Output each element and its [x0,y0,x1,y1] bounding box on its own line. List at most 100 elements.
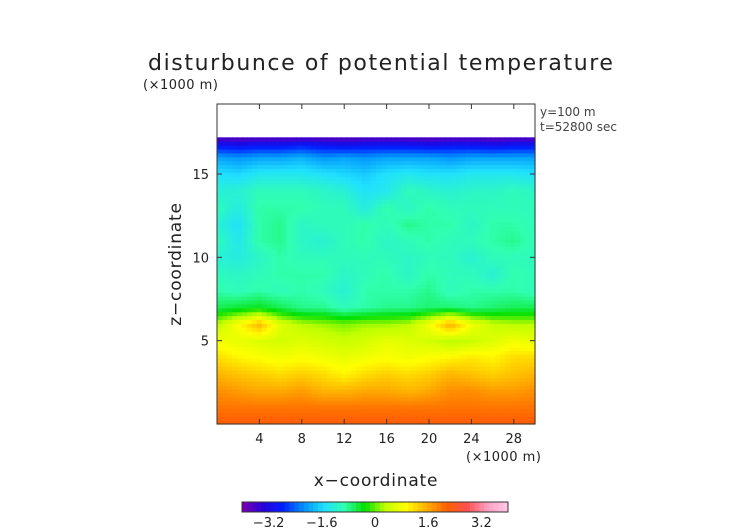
heatmap-cell [470,280,476,286]
heatmap-cell [306,210,313,216]
heatmap-cell [266,369,273,375]
heatmap-cell [435,292,442,297]
heatmap-cell [281,245,288,251]
heatmap-cell [361,160,367,166]
heatmap-cell [505,311,511,317]
heatmap-cell [351,358,357,363]
heatmap-cell [221,156,228,162]
heatmap-cell [450,327,457,332]
heatmap-cell [510,249,516,255]
heatmap-cell [341,179,347,185]
heatmap-cell [385,396,392,402]
heatmap-cell [276,393,283,398]
heatmap-cell [231,222,238,228]
heatmap-cell [217,408,223,413]
heatmap-cell [500,334,506,340]
heatmap-cell [470,369,476,375]
heatmap-cell [217,354,223,359]
heatmap-cell [291,199,298,204]
heatmap-cell [217,373,223,379]
heatmap-cell [465,148,472,154]
heatmap-cell [371,230,377,235]
heatmap-cell [246,280,253,286]
heatmap-cell [301,338,308,344]
heatmap-cell [361,265,367,270]
heatmap-cell [435,141,442,146]
heatmap-cell [341,160,347,166]
heatmap-cell [525,331,531,336]
heatmap-cell [291,350,298,355]
heatmap-cell [226,234,233,239]
heatmap-cell [410,269,417,274]
heatmap-cell [450,389,457,394]
heatmap-cell [435,319,442,324]
heatmap-cell [221,203,228,208]
heatmap-cell [371,203,377,208]
heatmap-cell [331,137,337,142]
heatmap-cell [271,261,278,266]
heatmap-cell [385,168,392,173]
heatmap-cell [366,303,372,309]
heatmap-cell [326,191,332,197]
heatmap-cell [236,369,243,375]
heatmap-cell [415,385,422,390]
heatmap-cell [380,296,387,301]
heatmap-cell [231,377,238,382]
heatmap-cell [336,145,342,150]
heatmap-cell [460,327,467,332]
heatmap-cell [460,300,467,305]
heatmap-cell [455,292,462,297]
heatmap-cell [296,381,303,386]
heatmap-cell [425,261,432,266]
heatmap-cell [226,284,233,290]
heatmap-cell [251,164,258,169]
heatmap-cell [301,373,308,379]
heatmap-cell [430,176,437,181]
heatmap-cell [395,354,402,359]
heatmap-cell [351,350,357,355]
heatmap-cell [236,241,243,247]
heatmap-cell [505,381,511,386]
heatmap-cell [361,203,367,208]
heatmap-cell [261,203,268,208]
heatmap-cell [380,350,387,355]
heatmap-cell [301,168,308,173]
heatmap-cell [251,152,258,158]
heatmap-cell [460,265,467,270]
heatmap-cell [291,303,298,309]
heatmap-cell [525,241,531,247]
heatmap-cell [217,261,223,266]
heatmap-cell [450,369,457,375]
heatmap-cell [336,245,342,251]
heatmap-cell [371,183,377,189]
heatmap-cell [415,257,422,262]
heatmap-cell [410,261,417,266]
heatmap-cell [301,284,308,290]
heatmap-cell [306,172,313,177]
heatmap-cell [271,245,278,251]
heatmap-cell [530,354,536,359]
heatmap-cell [500,160,506,166]
heatmap-cell [371,257,377,262]
heatmap-cell [390,141,397,146]
heatmap-cell [326,331,332,336]
heatmap-cell [281,222,288,228]
heatmap-cell [321,253,327,259]
heatmap-cell [480,152,486,158]
heatmap-cell [296,245,303,251]
heatmap-cell [236,300,243,305]
heatmap-cell [430,249,437,255]
heatmap-cell [246,148,253,154]
heatmap-cell [356,377,362,382]
heatmap-cell [395,249,402,255]
heatmap-cell [256,385,263,390]
heatmap-cell [520,176,526,181]
heatmap-cell [266,284,273,290]
heatmap-cell [495,141,501,146]
heatmap-cell [380,241,387,247]
heatmap-cell [410,338,417,344]
heatmap-cell [470,350,476,355]
heatmap-cell [395,214,402,220]
heatmap-cell [366,365,372,371]
heatmap-cell [405,152,412,158]
